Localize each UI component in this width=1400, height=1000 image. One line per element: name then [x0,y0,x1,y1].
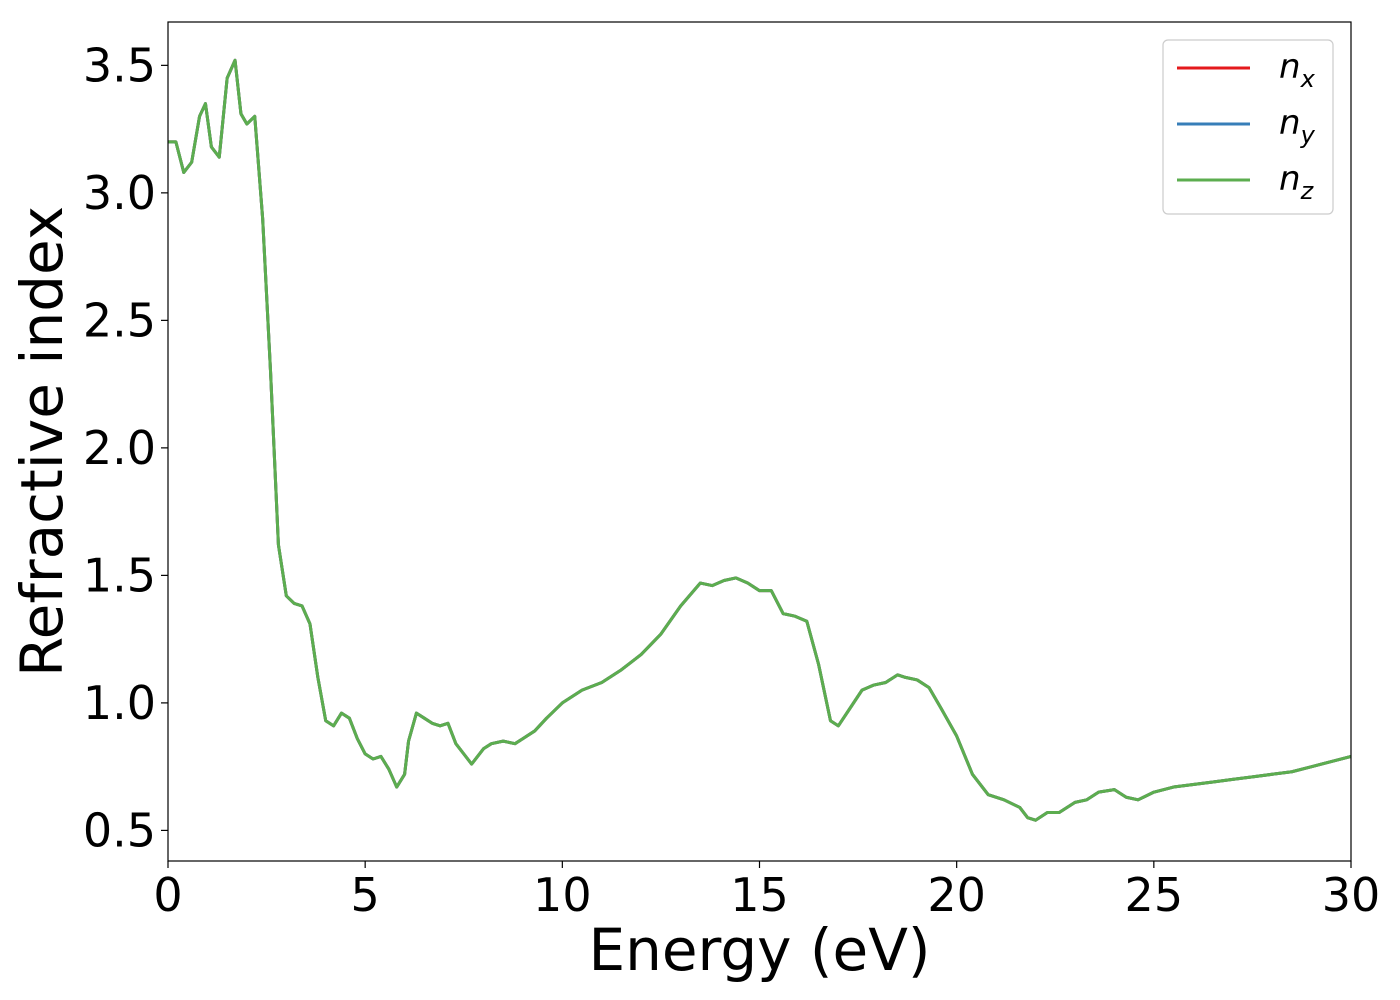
x-tick-label: 5 [351,868,380,922]
y-tick-label: 3.0 [83,166,156,220]
x-tick-label: 15 [730,868,789,922]
axes: 0 5 10 15 20 25 30 0.5 1.0 1.5 2.0 2.5 3.0 3.5 [83,21,1381,922]
plot-area [168,58,1351,822]
y-tick-label: 0.5 [83,803,156,857]
y-tick-label: 1.0 [83,676,156,730]
y-tick-label: 3.5 [83,38,156,92]
y-axis-title: Refractive index [8,206,76,677]
x-tick-label: 0 [153,868,182,922]
x-tick-label: 10 [533,868,592,922]
x-tick-label: 30 [1322,868,1381,922]
legend-label-y: ny [1279,103,1316,149]
legend-box [1162,39,1334,215]
series-line-z [168,58,1351,822]
legend-label-z: nz [1279,159,1315,205]
y-tick-label: 2.0 [83,421,156,475]
legend-label-x: nx [1279,47,1316,93]
y-tick-label: 2.5 [83,293,156,347]
x-tick-label: 25 [1125,868,1184,922]
x-axis-title: Energy (eV) [588,916,930,984]
y-tick-label: 1.5 [83,548,156,602]
legend: nx ny nz [1162,39,1334,215]
x-tick-label: 20 [927,868,986,922]
